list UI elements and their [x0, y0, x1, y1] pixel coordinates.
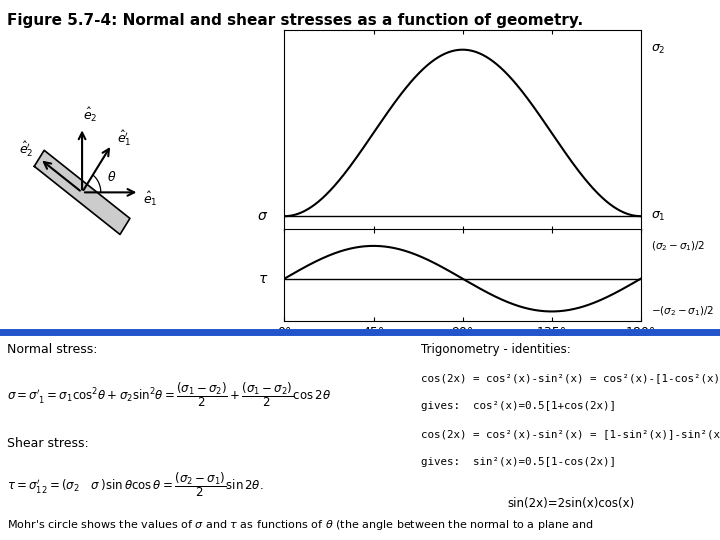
Polygon shape — [35, 150, 130, 234]
Text: $\hat{e}_1$: $\hat{e}_1$ — [143, 190, 158, 208]
Text: $\sigma_1$: $\sigma_1$ — [651, 210, 665, 222]
Text: cos(2x) = cos²(x)-sin²(x) = cos²(x)-[1-cos²(x)]: cos(2x) = cos²(x)-sin²(x) = cos²(x)-[1-c… — [421, 373, 720, 383]
Text: Mohr's circle shows the values of $\sigma$ and $\tau$ as functions of $\theta$ (: Mohr's circle shows the values of $\sigm… — [7, 518, 594, 532]
Text: $\tau = \sigma^{\prime}_{12} = (\sigma_2\quad\sigma_{\ })\sin\theta\cos\theta= \: $\tau = \sigma^{\prime}_{12} = (\sigma_2… — [7, 470, 264, 498]
Text: cos(2x) = cos²(x)-sin²(x) = [1-sin²(x)]-sin²(x): cos(2x) = cos²(x)-sin²(x) = [1-sin²(x)]-… — [421, 429, 720, 439]
Text: $\theta$: $\theta$ — [107, 170, 117, 184]
Text: $\hat{e}^{\prime}_2$: $\hat{e}^{\prime}_2$ — [19, 140, 33, 159]
Text: $\sigma$: $\sigma$ — [258, 209, 269, 223]
Text: Trigonometry - identities:: Trigonometry - identities: — [421, 343, 571, 356]
Text: $-(\sigma_2 - \sigma_1)/2$: $-(\sigma_2 - \sigma_1)/2$ — [651, 305, 714, 318]
Text: $(\sigma_2 - \sigma_1)/2$: $(\sigma_2 - \sigma_1)/2$ — [651, 239, 705, 253]
Text: $\sigma_2$: $\sigma_2$ — [651, 43, 665, 56]
Text: $\hat{e}^{\prime}_1$: $\hat{e}^{\prime}_1$ — [117, 129, 131, 148]
Text: $\sigma = \sigma^{\prime}_{\ 1} = \sigma_1 \cos^2\!\theta + \sigma_2 \sin^2\!\th: $\sigma = \sigma^{\prime}_{\ 1} = \sigma… — [7, 381, 331, 409]
Text: sin(2x)=2sin(x)cos(x): sin(2x)=2sin(x)cos(x) — [508, 497, 635, 510]
Text: $\hat{e}_2$: $\hat{e}_2$ — [83, 106, 97, 124]
Text: Normal stress:: Normal stress: — [7, 343, 98, 356]
Text: gives:  sin²(x)=0.5[1-cos(2x)]: gives: sin²(x)=0.5[1-cos(2x)] — [421, 457, 616, 467]
Text: Figure 5.7-4: Normal and shear stresses as a function of geometry.: Figure 5.7-4: Normal and shear stresses … — [7, 14, 583, 29]
Text: $\tau$: $\tau$ — [258, 272, 269, 286]
Text: Shear stress:: Shear stress: — [7, 437, 89, 450]
Text: gives:  cos²(x)=0.5[1+cos(2x)]: gives: cos²(x)=0.5[1+cos(2x)] — [421, 401, 616, 411]
